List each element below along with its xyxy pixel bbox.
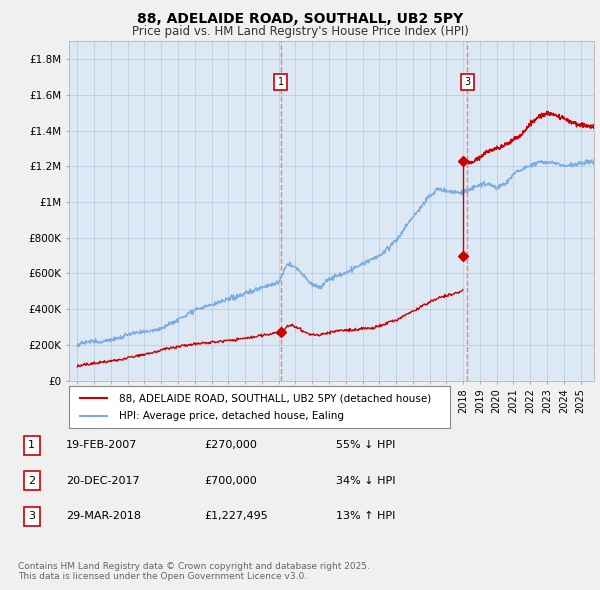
Text: HPI: Average price, detached house, Ealing: HPI: Average price, detached house, Eali… <box>119 411 344 421</box>
Text: 55% ↓ HPI: 55% ↓ HPI <box>336 441 395 450</box>
Text: 34% ↓ HPI: 34% ↓ HPI <box>336 476 395 486</box>
Text: £270,000: £270,000 <box>204 441 257 450</box>
Text: £1,227,495: £1,227,495 <box>204 512 268 521</box>
Text: 1: 1 <box>278 77 284 87</box>
Text: 3: 3 <box>28 512 35 521</box>
Text: 20-DEC-2017: 20-DEC-2017 <box>66 476 140 486</box>
Text: 2: 2 <box>28 476 35 486</box>
Text: £700,000: £700,000 <box>204 476 257 486</box>
Text: Contains HM Land Registry data © Crown copyright and database right 2025.
This d: Contains HM Land Registry data © Crown c… <box>18 562 370 581</box>
Text: Price paid vs. HM Land Registry's House Price Index (HPI): Price paid vs. HM Land Registry's House … <box>131 25 469 38</box>
Text: 88, ADELAIDE ROAD, SOUTHALL, UB2 5PY: 88, ADELAIDE ROAD, SOUTHALL, UB2 5PY <box>137 12 463 26</box>
Text: 29-MAR-2018: 29-MAR-2018 <box>66 512 141 521</box>
Text: 88, ADELAIDE ROAD, SOUTHALL, UB2 5PY (detached house): 88, ADELAIDE ROAD, SOUTHALL, UB2 5PY (de… <box>119 393 431 403</box>
Text: 13% ↑ HPI: 13% ↑ HPI <box>336 512 395 521</box>
Text: 3: 3 <box>464 77 470 87</box>
Text: 19-FEB-2007: 19-FEB-2007 <box>66 441 137 450</box>
Text: 1: 1 <box>28 441 35 450</box>
